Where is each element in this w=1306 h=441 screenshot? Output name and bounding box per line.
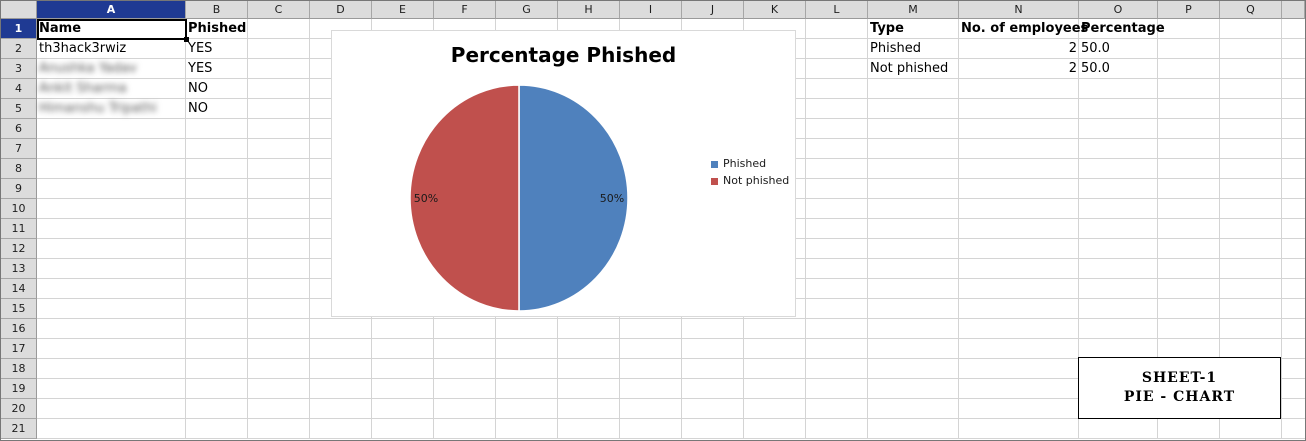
- sheet-label-line1: SHEET-1: [1141, 370, 1218, 386]
- sheet-label-textbox[interactable]: SHEET-1 PIE - CHART: [1078, 357, 1281, 419]
- fill-handle[interactable]: [184, 37, 189, 42]
- column-header-a[interactable]: A: [37, 1, 186, 19]
- column-header-g[interactable]: G: [496, 1, 558, 19]
- legend-entry-not-phished: Not phished: [711, 174, 789, 187]
- column-header-q[interactable]: Q: [1220, 1, 1282, 19]
- row-header-12[interactable]: 12: [1, 239, 37, 259]
- row-header-8[interactable]: 8: [1, 159, 37, 179]
- column-header-b[interactable]: B: [186, 1, 248, 19]
- column-header-j[interactable]: J: [682, 1, 744, 19]
- pie-data-label-phished: 50%: [600, 192, 624, 205]
- column-header-c[interactable]: C: [248, 1, 310, 19]
- row-header-7[interactable]: 7: [1, 139, 37, 159]
- row-header-6[interactable]: 6: [1, 119, 37, 139]
- column-header-k[interactable]: K: [744, 1, 806, 19]
- cell-a1-name-header[interactable]: Name: [39, 21, 82, 36]
- column-header-n[interactable]: N: [959, 1, 1079, 19]
- cell-m1-type-header[interactable]: Type: [870, 21, 904, 36]
- row-header-10[interactable]: 10: [1, 199, 37, 219]
- cell-a5-name-redacted[interactable]: Himanshu Tripathi: [39, 101, 157, 116]
- pie-chart-canvas: 50% 50%: [409, 84, 629, 312]
- grid-column-line: [867, 19, 868, 439]
- pie-chart[interactable]: Percentage Phished 50% 50% Phished Not phi…: [331, 30, 796, 317]
- grid-column-line: [309, 19, 310, 439]
- chart-title: Percentage Phished: [450, 43, 677, 67]
- row-header-13[interactable]: 13: [1, 259, 37, 279]
- column-header-r-partial[interactable]: [1282, 1, 1305, 19]
- cell-b4-phished[interactable]: NO: [188, 81, 208, 96]
- row-header-16[interactable]: 16: [1, 319, 37, 339]
- row-header-5[interactable]: 5: [1, 99, 37, 119]
- cell-a4-name-redacted[interactable]: Ankit Sharma: [39, 81, 127, 96]
- grid-column-line: [805, 19, 806, 439]
- grid-row-line: [37, 398, 1305, 399]
- column-header-o[interactable]: O: [1079, 1, 1158, 19]
- column-header-e[interactable]: E: [372, 1, 434, 19]
- grid-column-line: [958, 19, 959, 439]
- grid-row-line: [37, 378, 1305, 379]
- legend-entry-phished: Phished: [711, 157, 766, 170]
- row-header-20[interactable]: 20: [1, 399, 37, 419]
- column-header-i[interactable]: I: [620, 1, 682, 19]
- column-header-m[interactable]: M: [868, 1, 959, 19]
- sheet-label-line2: PIE - CHART: [1123, 389, 1236, 405]
- column-header-h[interactable]: H: [558, 1, 620, 19]
- cell-a3-name-redacted[interactable]: Anushka Yadav: [39, 61, 137, 76]
- legend-label: Not phished: [723, 174, 790, 187]
- grid-column-line: [1219, 19, 1220, 439]
- cell-b5-phished[interactable]: NO: [188, 101, 208, 116]
- row-header-3[interactable]: 3: [1, 59, 37, 79]
- column-header-f[interactable]: F: [434, 1, 496, 19]
- pie-slice-phished[interactable]: [518, 84, 629, 312]
- column-header-p[interactable]: P: [1158, 1, 1220, 19]
- select-all-corner[interactable]: [1, 1, 37, 19]
- row-header-1[interactable]: 1: [1, 19, 37, 39]
- row-header-14[interactable]: 14: [1, 279, 37, 299]
- row-header-4[interactable]: 4: [1, 79, 37, 99]
- pie-data-label-not-phished: 50%: [414, 192, 438, 205]
- cell-n2-employees[interactable]: 2: [1068, 41, 1077, 56]
- cell-n1-employees-header[interactable]: No. of employees: [961, 21, 1089, 36]
- row-header-17[interactable]: 17: [1, 339, 37, 359]
- cell-a2-name[interactable]: th3hack3rwiz: [39, 41, 127, 56]
- legend-swatch: [711, 177, 718, 185]
- cell-b2-phished[interactable]: YES: [188, 41, 213, 56]
- cell-o2-percentage[interactable]: 50.0: [1081, 41, 1110, 56]
- column-header-d[interactable]: D: [310, 1, 372, 19]
- row-header-19[interactable]: 19: [1, 379, 37, 399]
- row-header-11[interactable]: 11: [1, 219, 37, 239]
- cell-n3-employees[interactable]: 2: [1068, 61, 1077, 76]
- cell-m2-type[interactable]: Phished: [870, 41, 921, 56]
- pie-slice-not-phished[interactable]: [409, 84, 520, 312]
- grid-column-line: [1078, 19, 1079, 439]
- legend-label: Phished: [723, 157, 767, 170]
- row-header-2[interactable]: 2: [1, 39, 37, 59]
- grid-row-line: [37, 438, 1305, 439]
- grid-row-line: [37, 418, 1305, 419]
- cell-b1-phished-header[interactable]: Phished: [188, 21, 247, 36]
- grid-column-line: [1281, 19, 1282, 439]
- cell-m3-type[interactable]: Not phished: [870, 61, 949, 76]
- row-header-21[interactable]: 21: [1, 419, 37, 439]
- cell-o1-percentage-header[interactable]: Percentage: [1081, 21, 1165, 36]
- grid-row-line: [37, 338, 1305, 339]
- grid-row-line: [37, 358, 1305, 359]
- cell-o3-percentage[interactable]: 50.0: [1081, 61, 1110, 76]
- legend-swatch: [711, 160, 718, 168]
- row-header-15[interactable]: 15: [1, 299, 37, 319]
- active-cell-cursor: [37, 19, 187, 40]
- grid-column-line: [185, 19, 186, 439]
- column-header-l[interactable]: L: [806, 1, 868, 19]
- grid-row-line: [37, 318, 1305, 319]
- row-header-18[interactable]: 18: [1, 359, 37, 379]
- grid-column-line: [247, 19, 248, 439]
- cell-b3-phished[interactable]: YES: [188, 61, 213, 76]
- row-header-9[interactable]: 9: [1, 179, 37, 199]
- grid-column-line: [1157, 19, 1158, 439]
